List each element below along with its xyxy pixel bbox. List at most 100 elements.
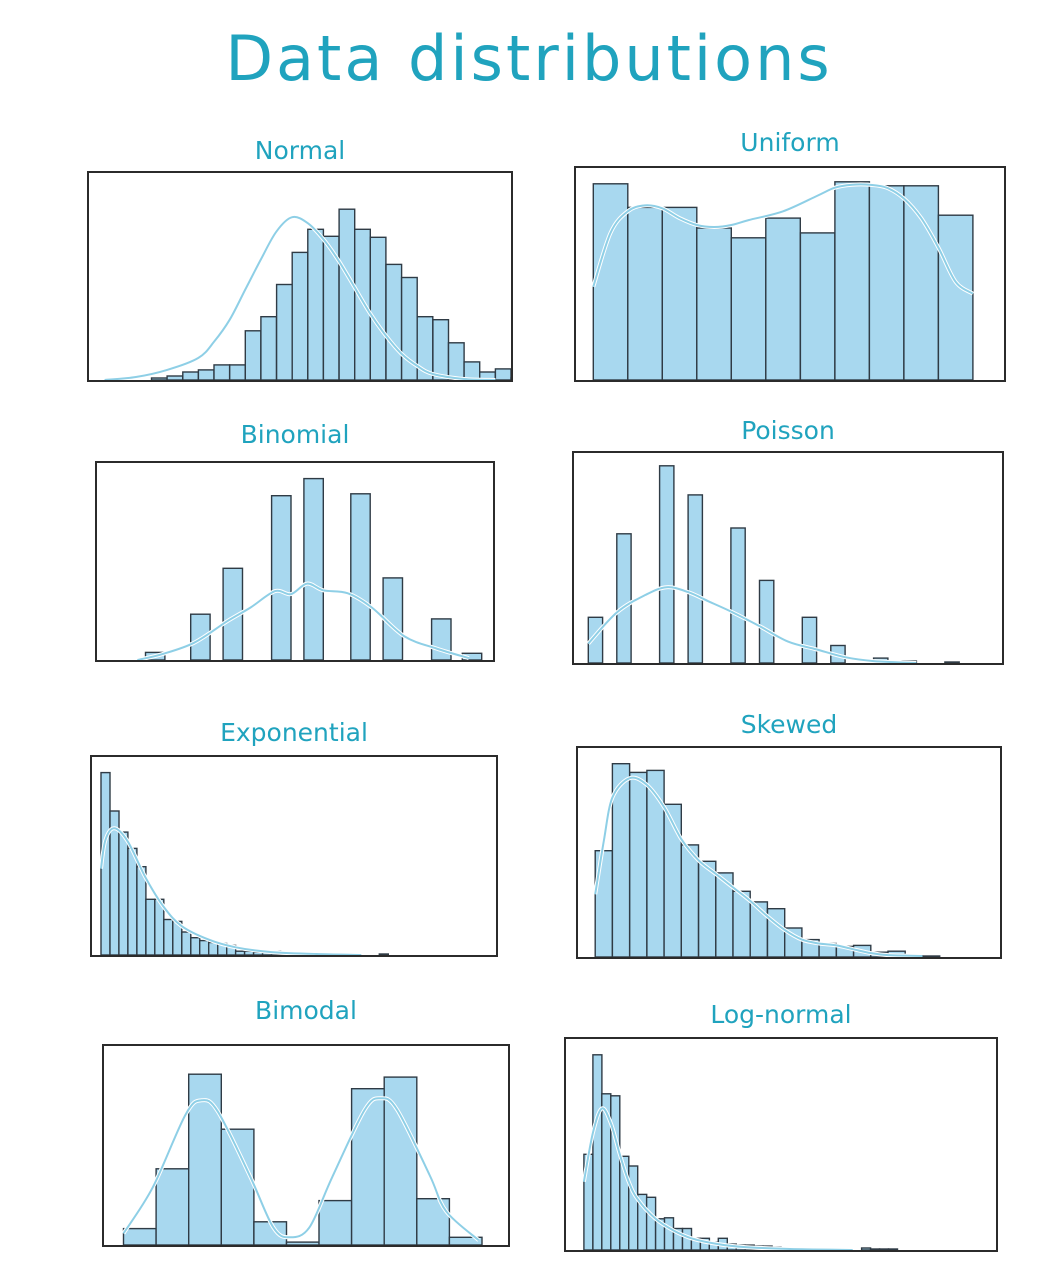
plot-area [95, 461, 495, 662]
histogram-bar [801, 938, 820, 957]
histogram-bar [680, 844, 700, 957]
histogram-bar [243, 950, 255, 955]
page-title: Data distributions [225, 22, 833, 95]
kde-halo [104, 214, 496, 380]
histogram-bar [870, 951, 889, 957]
plot-area [574, 166, 1006, 382]
histogram-bar [285, 1241, 320, 1245]
histogram-bar [708, 1241, 720, 1250]
histogram-svg [586, 465, 960, 663]
histogram-bar [182, 371, 200, 380]
kde-curve [592, 183, 974, 295]
histogram-bar [904, 955, 924, 957]
chart-title: Normal [254, 136, 346, 165]
histogram-bar [207, 941, 219, 955]
histogram-bar [818, 942, 838, 957]
histogram-bar [771, 1246, 782, 1250]
plot-area [90, 755, 498, 957]
histogram-bar [592, 183, 629, 380]
chart-title: Skewed [740, 710, 838, 739]
histogram-svg [591, 181, 975, 380]
histogram-svg [581, 1054, 899, 1250]
histogram-bar [288, 953, 300, 955]
histogram-bar [672, 1227, 684, 1250]
histogram-bar [260, 315, 278, 380]
histogram-bar [654, 1218, 666, 1250]
histogram-bar [758, 579, 775, 663]
histogram-bar [154, 898, 165, 955]
histogram-bar [166, 375, 184, 380]
histogram-bar [868, 185, 905, 380]
histogram-bar [872, 657, 889, 663]
histogram-bar [619, 1155, 630, 1250]
histogram-bar [222, 567, 244, 660]
histogram-bar [461, 652, 483, 660]
histogram-bar [307, 228, 325, 380]
histogram-bar [878, 1248, 890, 1250]
histogram-bar [717, 1237, 729, 1250]
histogram-bar [594, 849, 614, 957]
histogram-bar [730, 237, 767, 380]
histogram-bar [583, 1153, 594, 1250]
histogram-bar [181, 931, 192, 955]
kde-curve [122, 1097, 480, 1241]
histogram-bar [601, 1093, 612, 1250]
histogram-bar [629, 771, 648, 957]
histogram-bar [921, 955, 941, 957]
histogram-bar [155, 1168, 190, 1245]
histogram-bar [834, 181, 871, 380]
histogram-bar [144, 651, 166, 660]
histogram-bar [190, 936, 201, 955]
histogram-bar [661, 206, 698, 380]
histogram-bar [663, 1217, 675, 1250]
histogram-bar [611, 762, 631, 957]
histogram-bar [762, 1245, 773, 1250]
histogram-bar [780, 1247, 791, 1250]
histogram-bar [198, 939, 210, 955]
kde-curve [594, 776, 923, 957]
kde-halo [136, 581, 470, 660]
histogram-bar [342, 953, 354, 955]
histogram-bar [172, 920, 183, 955]
histogram-bar [479, 371, 497, 380]
histogram-bar [681, 1227, 693, 1250]
histogram-bar [636, 1193, 648, 1250]
histogram-bar [766, 907, 786, 957]
histogram-bar [735, 1244, 746, 1250]
histogram-bar [416, 315, 434, 380]
histogram-bar [610, 1095, 621, 1250]
histogram-bar [400, 276, 418, 380]
kde-halo [99, 826, 362, 955]
kde-curve [587, 586, 917, 663]
histogram-bar [628, 1165, 639, 1250]
histogram-bar [279, 952, 291, 955]
histogram-bar [944, 661, 960, 663]
histogram-bar [189, 613, 211, 660]
histogram-bar [765, 217, 802, 380]
histogram-bar [494, 368, 511, 380]
histogram-bar [416, 1197, 451, 1245]
histogram-bar [830, 644, 846, 663]
histogram-bar [887, 1248, 899, 1250]
histogram-bar [322, 235, 340, 380]
histogram-bar [275, 283, 293, 380]
plot-area [102, 1044, 510, 1247]
histogram-bar [225, 944, 237, 955]
histogram-bar [860, 1247, 872, 1250]
histogram-bar [109, 810, 120, 955]
histogram-bar [291, 251, 309, 380]
histogram-bar [646, 769, 665, 957]
histogram-bar [730, 527, 746, 663]
histogram-bar [937, 214, 974, 380]
histogram-bar [122, 1227, 157, 1245]
histogram-bar [699, 1237, 711, 1250]
histogram-bar [261, 951, 273, 955]
histogram-bar [338, 208, 356, 380]
histogram-bar [197, 369, 215, 380]
histogram-bar [658, 465, 675, 663]
histogram-bar [383, 1076, 418, 1245]
kde-halo [586, 585, 917, 663]
